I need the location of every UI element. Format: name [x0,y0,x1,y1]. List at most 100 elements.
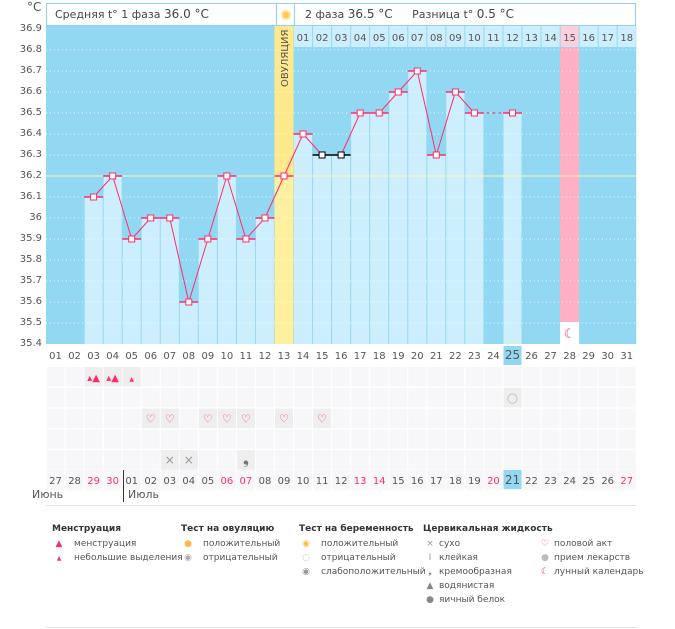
calendar-cell [427,387,446,408]
cycle-day-label: 07 [163,351,176,362]
cycle-day-label: 05 [125,351,138,362]
phase2-day-label: 09 [449,33,462,44]
date-cell [598,470,617,489]
calendar-cell [351,408,370,429]
pregnancy-test-negative-icon: ○ [507,391,518,406]
calendar-cell [141,450,160,470]
phase2-day-label: 14 [544,33,557,44]
calendar-date: 13 [354,476,367,487]
temperature-bar [84,197,103,344]
dry-icon: × [165,453,175,467]
y-tick-label: 35.9 [19,233,42,244]
calendar-cell [598,450,617,470]
pregnancy-positive-icon: ◉ [302,539,310,549]
legend-title: Тест на беременность [299,524,414,534]
calendar-cell [84,450,103,470]
temperature-line [112,175,133,240]
temperature-line [264,175,285,219]
temperature-point [166,214,174,222]
phase2-day-cell [427,26,446,47]
calendar-cell [274,429,294,449]
phase2-label: 2 фаза [305,8,345,21]
calendar-cell [465,450,484,470]
phase2-day-label: 07 [411,33,424,44]
calendar-cell [313,429,332,449]
temperature-point [261,214,269,222]
calendar-cell-marked [160,408,179,429]
calendar-cell [179,367,198,387]
phase2-day-cell [522,26,541,47]
calendar-cell [122,450,141,470]
ovulation-negative-icon: ◉ [184,553,192,563]
phase2-day-label: 02 [316,33,329,44]
month-june: Июнь [32,488,64,501]
menstruation-icon: ▴▲ [106,373,119,384]
y-tick-label: 36.7 [19,65,42,76]
cycle-day-label: 20 [411,351,424,362]
date-cell [446,470,465,489]
calendar-cell-marked [141,408,160,429]
calendar-date: 07 [240,476,253,487]
phase2-day-label: 06 [392,33,405,44]
calendar-cell [160,367,179,387]
calendar-cell [617,408,636,429]
calendar-cell [370,367,389,387]
calendar-cell [408,429,427,449]
date-cell [217,470,236,489]
cycle-day-label: 10 [221,351,234,362]
calendar-cell [46,429,65,449]
calendar-date: 23 [544,476,557,487]
calendar-cell [446,387,465,408]
cycle-day-label: 18 [373,351,386,362]
temperature-chart: ☾ 01 02 03 04 05 06 07 08 09 10 11 12 13 14 15 16 17 18 01 0… [46,26,637,491]
calendar-cell [122,408,141,429]
temperature-point [204,235,212,243]
temperature-point [337,151,345,159]
cycle-day-label: 15 [316,351,329,362]
calendar-date: 21 [505,473,520,487]
temperature-bar [313,155,332,344]
calendar-date: 26 [601,476,614,487]
calendar-cell [65,408,84,429]
temperature-bar [351,113,370,344]
temperature-point [147,214,155,222]
moon-day-column [560,48,580,344]
calendar-cell [484,387,503,408]
calendar-date: 06 [221,476,234,487]
calendar-cell-marked [236,450,255,470]
calendar-cell [313,450,332,470]
y-tick-label: 36.8 [19,44,42,55]
calendar-cell [236,387,255,408]
calendar-date: 01 [125,476,138,487]
ovulation-column [274,26,294,176]
phase2-day-cell [313,26,332,47]
today-highlight [503,346,522,365]
calendar-cell [84,387,103,408]
calendar-cell [541,450,560,470]
phase2-day-cell [598,26,617,47]
calendar-cell-marked [179,450,198,470]
calendar-cell [313,367,332,387]
temperature-point [356,109,364,117]
calendar-cell [198,367,217,387]
phase2-day-cell [579,26,598,47]
calendar-cell-marked [84,367,103,387]
temperature-point [394,88,402,96]
date-cell [351,470,370,489]
sticky-icon: I [428,553,432,563]
calendar-cell [598,367,617,387]
ovulation-positive-icon: ● [184,539,192,549]
sun-icon [280,10,291,20]
date-cell [541,470,560,489]
cycle-day-label: 25 [505,348,520,362]
calendar-date: 16 [411,476,424,487]
calendar-cell [617,367,636,387]
date-cell [84,470,103,489]
calendar-date: 03 [163,476,176,487]
date-cell [313,470,332,489]
temperature-bar [332,155,351,344]
legend-item: лунный календарь [554,567,644,577]
temperature-bar [446,92,465,344]
legend-other: ♡ половой акт ● прием лекарств ☾ лунный кал… [538,537,644,579]
